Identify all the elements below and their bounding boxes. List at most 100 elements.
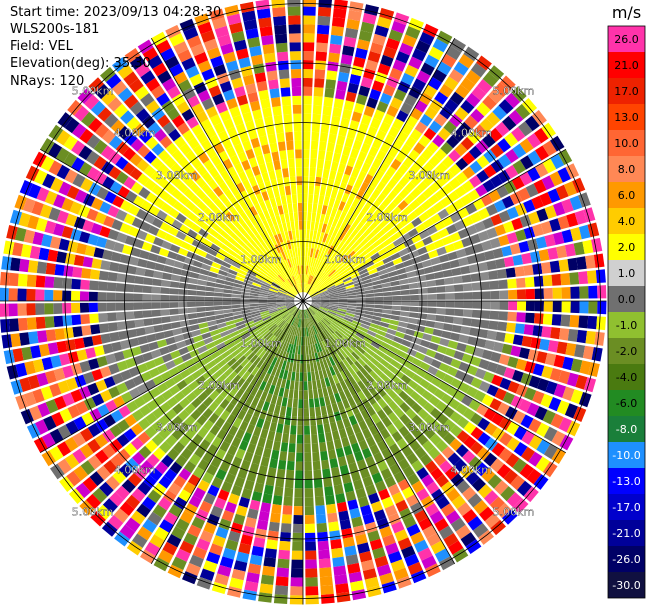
velocity-gate [70, 389, 83, 403]
velocity-gate [332, 320, 341, 327]
velocity-gate [258, 305, 268, 308]
velocity-gate [328, 356, 336, 366]
velocity-gate [258, 592, 273, 603]
velocity-gate [400, 216, 411, 227]
velocity-gate [80, 279, 90, 290]
velocity-gate [437, 127, 451, 141]
velocity-gate [359, 367, 369, 377]
velocity-gate [430, 213, 442, 224]
velocity-gate [336, 252, 345, 261]
velocity-gate [410, 301, 419, 307]
velocity-gate [500, 486, 516, 502]
velocity-gate [145, 412, 158, 425]
velocity-gate [556, 400, 570, 415]
velocity-gate [399, 42, 414, 56]
velocity-gate [347, 267, 357, 274]
velocity-gate [261, 314, 271, 320]
velocity-gate [437, 208, 450, 220]
velocity-gate [197, 426, 209, 439]
velocity-gate [366, 405, 376, 417]
velocity-gate [376, 203, 386, 215]
velocity-gate [113, 351, 125, 362]
velocity-gate [153, 270, 164, 279]
velocity-gate [126, 540, 143, 556]
velocity-gate [305, 586, 319, 596]
velocity-gate [417, 246, 428, 256]
velocity-gate [364, 416, 375, 428]
velocity-gate [446, 224, 458, 235]
velocity-gate [491, 412, 504, 426]
velocity-gate [82, 371, 95, 385]
velocity-gate [386, 364, 397, 374]
velocity-gate [135, 267, 146, 276]
velocity-gate [490, 290, 500, 300]
velocity-gate [304, 416, 310, 426]
velocity-gate [324, 486, 334, 497]
velocity-gate [483, 164, 497, 178]
velocity-gate [221, 510, 235, 522]
velocity-gate [365, 297, 375, 301]
velocity-gate [374, 260, 385, 268]
velocity-gate [205, 341, 216, 350]
velocity-gate [338, 201, 346, 211]
velocity-gate [312, 248, 317, 258]
velocity-gate [332, 344, 340, 354]
velocity-gate [294, 488, 303, 498]
velocity-gate [12, 348, 24, 363]
velocity-gate [458, 257, 469, 267]
velocity-gate [427, 76, 443, 91]
velocity-gate [579, 286, 589, 299]
velocity-gate [450, 424, 463, 437]
velocity-gate [311, 301, 321, 303]
velocity-gate [333, 484, 344, 495]
velocity-gate [307, 336, 310, 346]
velocity-gate [217, 489, 230, 501]
velocity-gate [330, 115, 341, 127]
velocity-gate [422, 236, 433, 246]
velocity-gate [246, 471, 257, 482]
velocity-gate [333, 318, 342, 325]
velocity-gate [471, 477, 486, 492]
velocity-gate [257, 437, 266, 448]
velocity-gate [444, 466, 459, 481]
velocity-gate [370, 210, 380, 221]
velocity-gate [393, 222, 404, 232]
velocity-gate [49, 446, 64, 462]
velocity-gate [320, 320, 327, 329]
velocity-gate [372, 353, 383, 363]
velocity-gate [410, 531, 425, 545]
velocity-gate [271, 376, 279, 386]
velocity-gate [352, 393, 361, 404]
velocity-gate [308, 326, 313, 336]
velocity-gate [446, 135, 460, 149]
velocity-gate [289, 307, 297, 314]
velocity-gate [483, 408, 497, 421]
velocity-gate [89, 313, 99, 324]
velocity-gate [402, 205, 414, 216]
velocity-gate [297, 309, 301, 319]
velocity-gate [375, 480, 387, 492]
velocity-gate [245, 394, 255, 405]
velocity-gate [305, 550, 317, 560]
velocity-gate [551, 430, 566, 446]
velocity-gate [570, 227, 582, 242]
velocity-gate [518, 121, 533, 137]
velocity-gate [256, 519, 269, 531]
velocity-gate [378, 161, 390, 173]
velocity-gate [307, 286, 314, 294]
velocity-gate [79, 500, 95, 516]
velocity-gate [241, 402, 251, 413]
velocity-gate [418, 229, 430, 240]
velocity-gate [428, 155, 441, 168]
velocity-gate [396, 110, 409, 123]
velocity-gate [267, 305, 277, 309]
velocity-gate [340, 117, 350, 129]
velocity-gate [203, 355, 214, 365]
velocity-gate [519, 138, 534, 154]
velocity-gate [323, 339, 330, 349]
velocity-gate [576, 329, 587, 344]
velocity-gate [551, 273, 562, 286]
velocity-gate [164, 360, 176, 370]
velocity-gate [349, 1, 364, 13]
velocity-gate [285, 303, 295, 307]
